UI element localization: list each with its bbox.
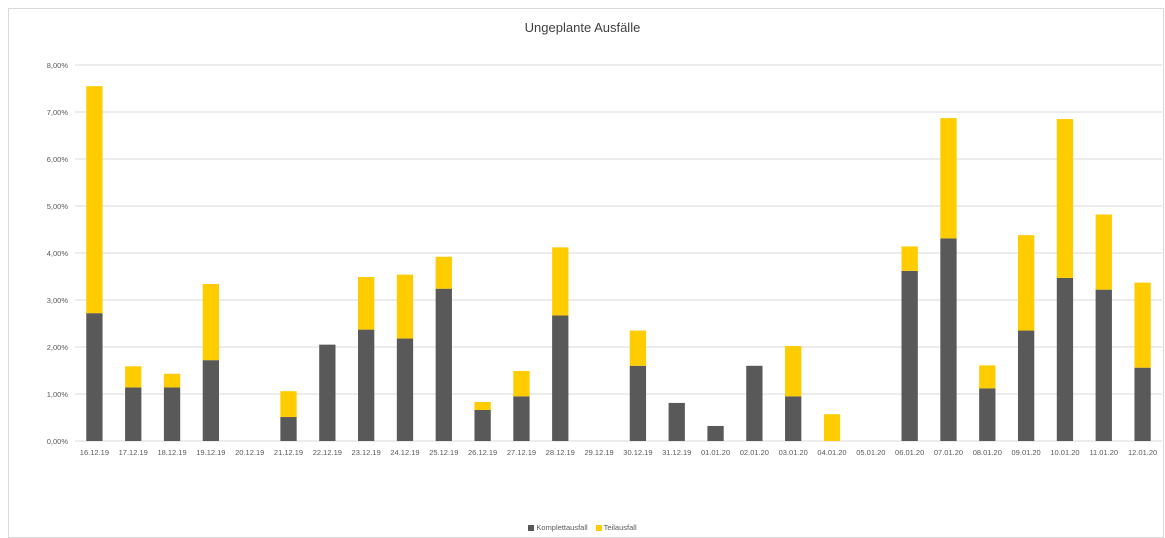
y-tick-label: 4,00% <box>47 249 69 258</box>
bar-komplettausfall <box>979 388 996 441</box>
y-tick-label: 6,00% <box>47 155 69 164</box>
bar-teilausfall <box>823 414 841 441</box>
bar-teilausfall <box>474 401 491 410</box>
x-tick-label: 11.01.20 <box>1089 448 1118 457</box>
bar-komplettausfall <box>707 425 724 441</box>
bar-komplettausfall <box>746 365 763 441</box>
x-tick-label: 03.01.20 <box>779 448 808 457</box>
bar-teilausfall <box>940 118 957 239</box>
x-tick-label: 28.12.19 <box>546 448 575 457</box>
legend-swatch-komplettausfall <box>528 524 535 531</box>
bar-komplettausfall <box>358 329 375 441</box>
bar-teilausfall <box>552 247 569 316</box>
x-tick-label: 04.01.20 <box>817 448 846 457</box>
bar-komplettausfall <box>396 338 414 441</box>
y-tick-label: 1,00% <box>47 390 69 399</box>
bar-teilausfall <box>125 366 142 388</box>
bar-komplettausfall <box>513 396 530 441</box>
x-tick-label: 09.01.20 <box>1012 448 1041 457</box>
legend-label-teilausfall: Teilausfall <box>603 523 637 532</box>
bar-komplettausfall <box>1056 277 1074 441</box>
x-tick-label: 16.12.19 <box>80 448 109 457</box>
x-tick-label: 24.12.19 <box>390 448 419 457</box>
y-tick-label: 8,00% <box>47 61 69 70</box>
x-tick-label: 19.12.19 <box>196 448 225 457</box>
legend-swatch-teilausfall <box>595 524 602 531</box>
x-tick-label: 02.01.20 <box>740 448 769 457</box>
bar-komplettausfall <box>668 402 685 441</box>
bar-teilausfall <box>163 373 181 388</box>
x-tick-label: 27.12.19 <box>507 448 536 457</box>
bar-komplettausfall <box>552 315 569 441</box>
bar-teilausfall <box>785 346 802 397</box>
x-tick-label: 29.12.19 <box>584 448 613 457</box>
bar-komplettausfall <box>1017 330 1035 441</box>
bar-teilausfall <box>979 365 996 389</box>
y-tick-labels: 0,00% 1,00% 2,00% 3,00% 4,00% 5,00% 6,00% 7,00%… <box>47 61 69 446</box>
bar-teilausfall <box>901 246 918 271</box>
bar-teilausfall <box>1056 119 1074 278</box>
bars <box>86 86 1151 441</box>
x-tick-label: 21.12.19 <box>274 448 303 457</box>
x-tick-label: 20.12.19 <box>235 448 264 457</box>
bar-komplettausfall <box>1095 289 1112 441</box>
legend-item-komplettausfall: Komplettausfall <box>528 523 588 532</box>
bar-teilausfall <box>435 256 452 289</box>
x-tick-label: 05.01.20 <box>856 448 885 457</box>
x-tick-label: 10.01.20 <box>1050 448 1079 457</box>
y-tick-label: 5,00% <box>47 202 69 211</box>
x-tick-label: 06.01.20 <box>895 448 924 457</box>
y-tick-label: 2,00% <box>47 343 69 352</box>
x-tick-labels: 16.12.19 17.12.19 18.12.19 19.12.19 20.12.19… <box>80 448 1157 457</box>
bar-komplettausfall <box>280 417 297 441</box>
x-tick-label: 01.01.20 <box>701 448 730 457</box>
gridlines <box>75 64 1162 442</box>
y-tick-label: 3,00% <box>47 296 69 305</box>
legend-label-komplettausfall: Komplettausfall <box>536 523 588 532</box>
x-tick-label: 17.12.19 <box>119 448 148 457</box>
x-tick-label: 12.01.20 <box>1128 448 1157 457</box>
x-tick-label: 31.12.19 <box>662 448 691 457</box>
x-tick-label: 23.12.19 <box>352 448 381 457</box>
bar-komplettausfall <box>1134 367 1151 441</box>
bar-komplettausfall <box>629 365 647 441</box>
bar-teilausfall <box>1134 282 1151 368</box>
bar-komplettausfall <box>435 288 452 441</box>
bar-teilausfall <box>513 370 530 397</box>
legend-item-teilausfall: Teilausfall <box>595 523 637 532</box>
chart-title: Ungeplante Ausfälle <box>524 20 641 35</box>
bar-teilausfall <box>1095 214 1112 290</box>
bar-komplettausfall <box>901 270 918 441</box>
x-tick-label: 08.01.20 <box>973 448 1002 457</box>
x-tick-label: 26.12.19 <box>468 448 497 457</box>
x-tick-label: 22.12.19 <box>313 448 342 457</box>
bar-komplettausfall <box>940 238 957 441</box>
bar-komplettausfall <box>785 396 802 441</box>
x-tick-label: 18.12.19 <box>157 448 186 457</box>
x-tick-label: 07.01.20 <box>934 448 963 457</box>
bar-komplettausfall <box>163 387 181 441</box>
bar-teilausfall <box>86 86 103 314</box>
chart-frame <box>8 8 1164 538</box>
bar-komplettausfall <box>202 360 220 441</box>
y-tick-label: 0,00% <box>47 437 69 446</box>
x-tick-label: 30.12.19 <box>623 448 652 457</box>
bar-komplettausfall <box>319 344 336 441</box>
bar-teilausfall <box>1017 235 1035 331</box>
bar-teilausfall <box>202 284 220 361</box>
bar-teilausfall <box>629 330 647 366</box>
bar-teilausfall <box>396 274 414 339</box>
y-tick-label: 7,00% <box>47 108 69 117</box>
legend: Komplettausfall Teilausfall <box>0 523 1165 532</box>
bar-komplettausfall <box>86 313 103 441</box>
x-tick-label: 25.12.19 <box>429 448 458 457</box>
bar-teilausfall <box>280 391 297 418</box>
bar-komplettausfall <box>474 409 491 441</box>
bar-teilausfall <box>358 276 375 330</box>
bar-komplettausfall <box>125 387 142 441</box>
